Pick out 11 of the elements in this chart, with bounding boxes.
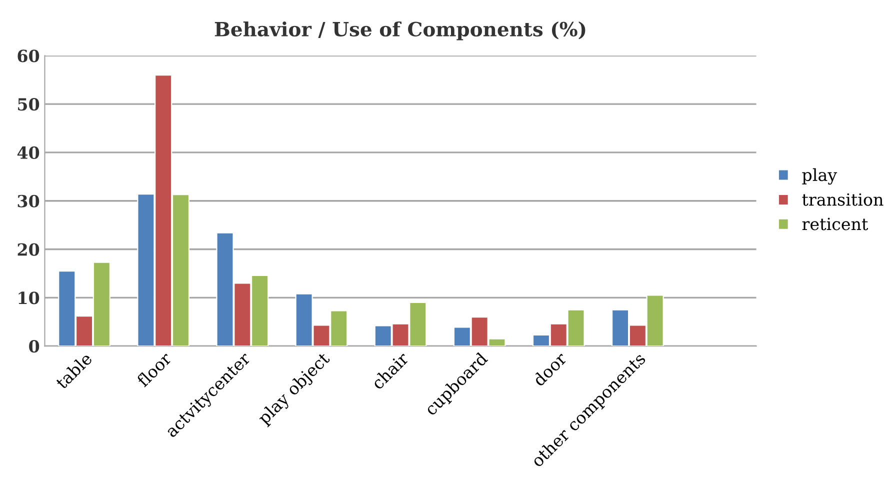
y-tick-label: 20 <box>18 243 40 256</box>
chart-title: Behavior / Use of Components (%) <box>214 21 586 40</box>
legend-label: transition <box>802 193 884 206</box>
y-tick-label: 0 <box>29 340 40 353</box>
y-tick-label: 50 <box>18 98 40 111</box>
legend-label: play <box>802 168 838 185</box>
legend-label: reticent <box>802 218 868 230</box>
y-tick-label: 60 <box>18 50 40 62</box>
y-tick-label: 30 <box>18 194 40 208</box>
y-tick-label: 10 <box>18 292 40 304</box>
y-tick-label: 40 <box>17 146 40 160</box>
